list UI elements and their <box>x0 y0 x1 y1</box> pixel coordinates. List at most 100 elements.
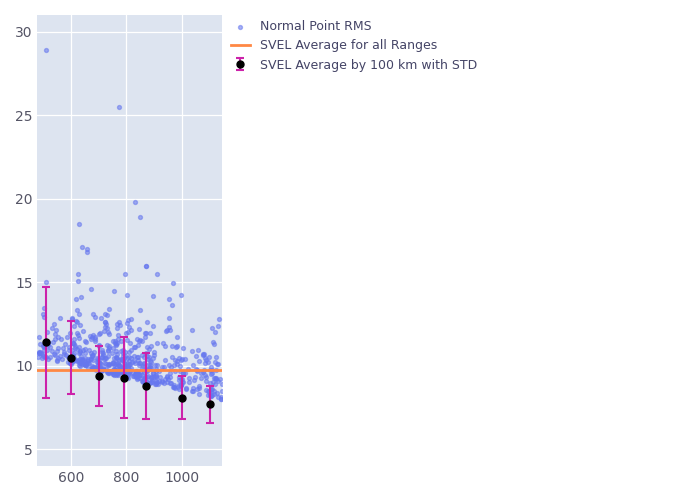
Normal Point RMS <box>124 339 135 347</box>
Normal Point RMS <box>175 376 186 384</box>
Normal Point RMS <box>87 364 98 372</box>
Normal Point RMS <box>80 358 91 366</box>
Normal Point RMS <box>110 342 121 349</box>
Normal Point RMS <box>125 316 136 324</box>
Normal Point RMS <box>203 353 214 361</box>
Normal Point RMS <box>111 352 122 360</box>
Normal Point RMS <box>216 388 228 396</box>
Normal Point RMS <box>84 346 95 354</box>
Normal Point RMS <box>88 310 99 318</box>
Normal Point RMS <box>102 370 113 378</box>
Normal Point RMS <box>72 331 83 339</box>
Normal Point RMS <box>156 376 167 384</box>
Normal Point RMS <box>199 358 211 366</box>
Normal Point RMS <box>130 371 141 379</box>
Normal Point RMS <box>38 304 49 312</box>
Normal Point RMS <box>147 322 158 330</box>
Normal Point RMS <box>64 358 76 366</box>
Normal Point RMS <box>166 353 177 361</box>
Normal Point RMS <box>145 330 156 338</box>
Normal Point RMS <box>129 198 140 206</box>
Normal Point RMS <box>190 352 202 360</box>
Normal Point RMS <box>120 365 131 373</box>
Normal Point RMS <box>77 327 88 335</box>
Normal Point RMS <box>134 358 146 366</box>
Normal Point RMS <box>79 336 90 344</box>
Normal Point RMS <box>46 324 57 332</box>
Normal Point RMS <box>73 358 84 366</box>
Normal Point RMS <box>131 370 142 378</box>
Normal Point RMS <box>55 336 66 344</box>
Normal Point RMS <box>141 378 153 386</box>
Normal Point RMS <box>134 360 145 368</box>
Normal Point RMS <box>140 374 151 382</box>
Normal Point RMS <box>107 368 118 376</box>
Normal Point RMS <box>72 318 83 326</box>
Normal Point RMS <box>174 386 185 394</box>
Normal Point RMS <box>132 352 144 360</box>
Normal Point RMS <box>146 378 158 386</box>
Normal Point RMS <box>111 347 122 355</box>
Normal Point RMS <box>75 348 86 356</box>
Normal Point RMS <box>89 332 100 340</box>
Normal Point RMS <box>83 359 94 367</box>
Normal Point RMS <box>97 346 108 354</box>
Normal Point RMS <box>107 358 118 366</box>
Normal Point RMS <box>118 359 130 367</box>
Normal Point RMS <box>172 357 183 365</box>
Normal Point RMS <box>122 316 134 324</box>
Normal Point RMS <box>130 368 141 376</box>
Normal Point RMS <box>150 373 162 381</box>
Normal Point RMS <box>35 348 46 356</box>
Normal Point RMS <box>72 306 83 314</box>
Normal Point RMS <box>83 364 94 372</box>
Normal Point RMS <box>71 317 82 325</box>
Normal Point RMS <box>118 349 129 357</box>
Normal Point RMS <box>108 371 120 379</box>
Normal Point RMS <box>197 351 209 359</box>
Normal Point RMS <box>163 324 174 332</box>
Normal Point RMS <box>111 354 122 362</box>
Normal Point RMS <box>188 384 199 392</box>
Normal Point RMS <box>206 363 217 371</box>
Normal Point RMS <box>210 328 221 336</box>
Normal Point RMS <box>98 364 109 372</box>
Normal Point RMS <box>37 352 48 360</box>
Normal Point RMS <box>105 368 116 376</box>
Normal Point RMS <box>103 328 114 336</box>
Normal Point RMS <box>43 339 54 347</box>
Normal Point RMS <box>175 292 186 300</box>
Normal Point RMS <box>93 330 104 338</box>
Normal Point RMS <box>79 361 90 369</box>
Normal Point RMS <box>71 346 83 354</box>
Normal Point RMS <box>111 354 122 362</box>
Normal Point RMS <box>168 384 179 392</box>
Normal Point RMS <box>123 352 134 360</box>
Normal Point RMS <box>121 290 132 298</box>
Normal Point RMS <box>125 326 136 334</box>
Normal Point RMS <box>96 365 107 373</box>
Normal Point RMS <box>214 316 225 324</box>
Normal Point RMS <box>113 361 125 369</box>
Normal Point RMS <box>130 343 141 351</box>
Normal Point RMS <box>171 342 182 350</box>
Normal Point RMS <box>204 391 215 399</box>
Normal Point RMS <box>213 360 224 368</box>
Normal Point RMS <box>146 374 157 382</box>
Normal Point RMS <box>64 359 76 367</box>
Normal Point RMS <box>123 368 134 376</box>
Normal Point RMS <box>195 374 206 382</box>
Normal Point RMS <box>130 359 141 367</box>
Normal Point RMS <box>104 305 115 313</box>
Normal Point RMS <box>108 354 120 362</box>
Normal Point RMS <box>132 370 144 378</box>
Normal Point RMS <box>106 366 118 374</box>
Normal Point RMS <box>178 369 189 377</box>
Normal Point RMS <box>204 366 216 374</box>
Normal Point RMS <box>94 342 105 350</box>
Normal Point RMS <box>67 340 78 347</box>
Normal Point RMS <box>111 370 122 378</box>
Normal Point RMS <box>111 364 122 372</box>
Normal Point RMS <box>212 388 223 396</box>
Normal Point RMS <box>120 362 132 370</box>
